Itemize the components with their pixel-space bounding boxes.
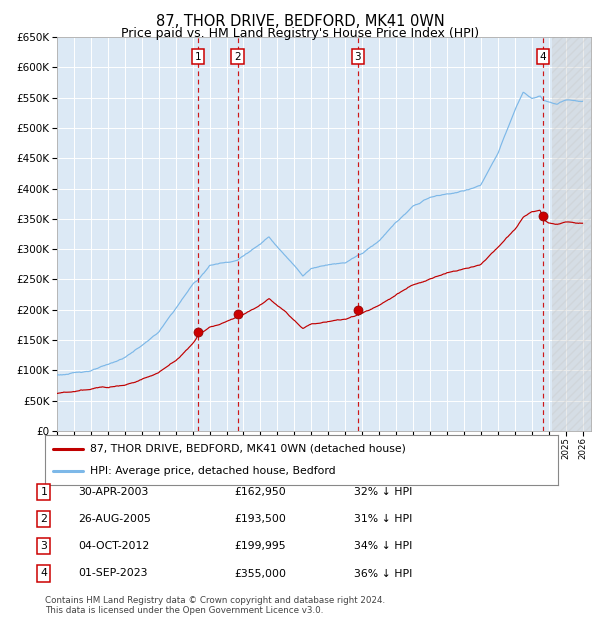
Text: HPI: Average price, detached house, Bedford: HPI: Average price, detached house, Bedf…: [90, 466, 336, 476]
Text: 4: 4: [40, 569, 47, 578]
Text: £199,995: £199,995: [234, 541, 286, 551]
Text: 01-SEP-2023: 01-SEP-2023: [78, 569, 148, 578]
Text: 31% ↓ HPI: 31% ↓ HPI: [354, 514, 412, 524]
Text: 34% ↓ HPI: 34% ↓ HPI: [354, 541, 412, 551]
Text: £355,000: £355,000: [234, 569, 286, 578]
Text: 1: 1: [40, 487, 47, 497]
Text: Contains HM Land Registry data © Crown copyright and database right 2024.
This d: Contains HM Land Registry data © Crown c…: [45, 596, 385, 615]
Text: 87, THOR DRIVE, BEDFORD, MK41 0WN: 87, THOR DRIVE, BEDFORD, MK41 0WN: [155, 14, 445, 29]
Text: £162,950: £162,950: [234, 487, 286, 497]
Text: £193,500: £193,500: [234, 514, 286, 524]
Bar: [551, 37, 591, 431]
Text: 3: 3: [355, 51, 361, 61]
Bar: [551, 37, 591, 431]
Text: 2: 2: [40, 514, 47, 524]
Text: 04-OCT-2012: 04-OCT-2012: [78, 541, 149, 551]
Text: 1: 1: [195, 51, 202, 61]
Text: Price paid vs. HM Land Registry's House Price Index (HPI): Price paid vs. HM Land Registry's House …: [121, 27, 479, 40]
Text: 30-APR-2003: 30-APR-2003: [78, 487, 148, 497]
Text: 2: 2: [234, 51, 241, 61]
Text: 4: 4: [540, 51, 547, 61]
Text: 87, THOR DRIVE, BEDFORD, MK41 0WN (detached house): 87, THOR DRIVE, BEDFORD, MK41 0WN (detac…: [90, 444, 406, 454]
Text: 26-AUG-2005: 26-AUG-2005: [78, 514, 151, 524]
Text: 3: 3: [40, 541, 47, 551]
Text: 36% ↓ HPI: 36% ↓ HPI: [354, 569, 412, 578]
Text: 32% ↓ HPI: 32% ↓ HPI: [354, 487, 412, 497]
